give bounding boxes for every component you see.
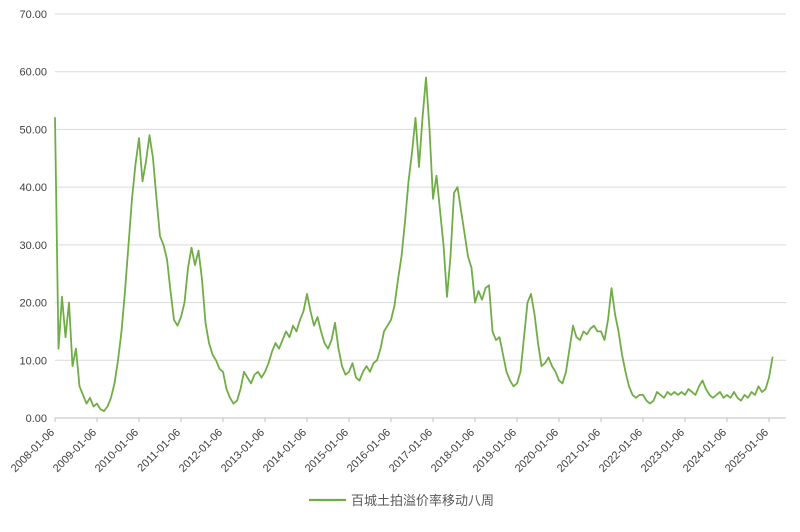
y-tick-label: 50.00 xyxy=(19,124,47,136)
x-tick-label: 2021-01-06 xyxy=(555,427,603,475)
x-tick-label: 2020-01-06 xyxy=(513,427,561,475)
y-tick-label: 10.00 xyxy=(19,355,47,367)
x-tick-label: 2019-01-06 xyxy=(471,427,519,475)
x-tick-label: 2016-01-06 xyxy=(345,427,393,475)
x-tick-label: 2017-01-06 xyxy=(387,427,435,475)
x-tick-label: 2024-01-06 xyxy=(681,427,729,475)
x-tick-label: 2010-01-06 xyxy=(93,427,141,475)
gridlines xyxy=(55,13,786,419)
x-tick-label: 2012-01-06 xyxy=(177,427,225,475)
legend-label: 百城土拍溢价率移动八周 xyxy=(351,493,494,508)
x-tick-label: 2022-01-06 xyxy=(597,427,645,475)
x-tick-label: 2014-01-06 xyxy=(261,427,309,475)
y-tick-label: 40.00 xyxy=(19,182,47,194)
x-axis-tick-marks xyxy=(54,418,770,422)
y-tick-label: 60.00 xyxy=(19,67,47,79)
x-tick-label: 2011-01-06 xyxy=(135,427,183,475)
y-tick-label: 30.00 xyxy=(19,240,47,252)
x-tick-label: 2023-01-06 xyxy=(639,427,687,475)
y-tick-label: 70.00 xyxy=(19,9,47,21)
legend: 百城土拍溢价率移动八周 xyxy=(309,493,494,508)
x-tick-label: 2008-01-06 xyxy=(9,427,57,475)
x-tick-label: 2013-01-06 xyxy=(219,427,267,475)
x-axis-labels: 2008-01-062009-01-062010-01-062011-01-06… xyxy=(9,427,771,475)
y-tick-label: 0.00 xyxy=(26,413,47,425)
x-tick-label: 2009-01-06 xyxy=(51,427,99,475)
x-tick-label: 2015-01-06 xyxy=(303,427,351,475)
series-line xyxy=(54,76,774,412)
x-tick-label: 2025-01-06 xyxy=(723,427,771,475)
y-axis-labels: 0.00 10.00 20.00 30.00 40.00 50.00 60.00 70.00 xyxy=(19,9,47,425)
y-tick-label: 20.00 xyxy=(19,298,47,310)
x-tick-label: 2018-01-06 xyxy=(429,427,477,475)
